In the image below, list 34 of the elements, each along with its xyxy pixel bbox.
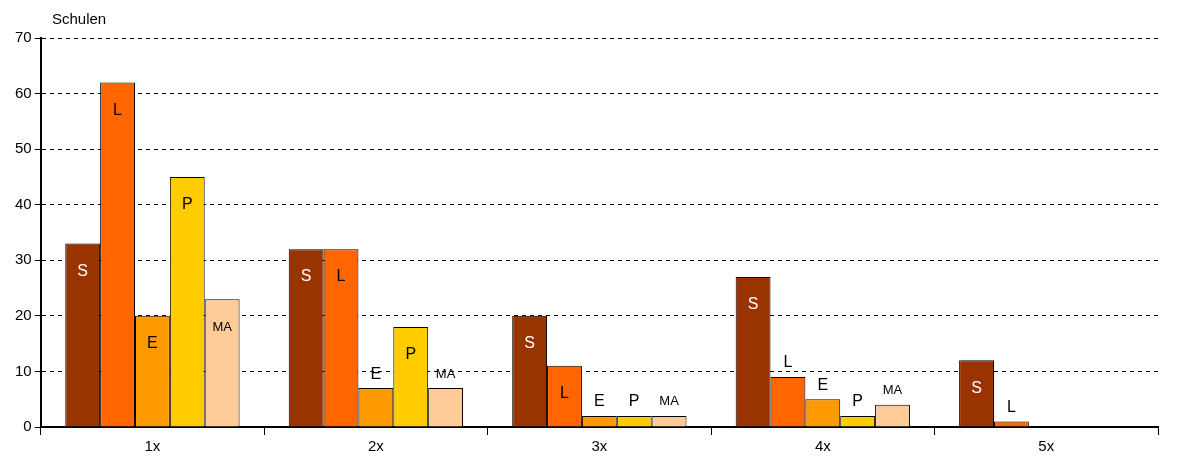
y-tick-label: 10 — [15, 361, 32, 379]
text: P — [852, 392, 863, 410]
text: L — [560, 384, 569, 402]
x-tick-label: 2x — [367, 437, 385, 455]
text: MA — [882, 382, 903, 398]
text: S — [971, 378, 982, 396]
text: S — [77, 261, 89, 279]
series-label: MA — [212, 318, 233, 334]
x-tick-label: 3x — [591, 437, 608, 455]
series-label: S — [524, 334, 535, 352]
y-tick-label: 0 — [23, 417, 32, 435]
x-tick-label: 1x — [144, 437, 161, 455]
text: S — [747, 295, 759, 313]
text: E — [147, 334, 158, 352]
text: P — [181, 195, 193, 213]
text: MA — [659, 393, 679, 409]
x-tick-label: 4x — [814, 437, 832, 455]
text: E — [594, 392, 605, 410]
y-tick-label: 30 — [15, 250, 32, 268]
text: S — [300, 267, 312, 285]
series-label: L — [1006, 397, 1016, 415]
y-tick-label: 60 — [15, 83, 32, 101]
text: L — [113, 100, 123, 118]
text: L — [336, 267, 346, 285]
text: P — [405, 345, 417, 363]
y-axis-title: Schulen — [52, 9, 107, 27]
series-label: E — [817, 375, 829, 393]
series-label: P — [628, 392, 640, 410]
y-tick-label: 70 — [15, 28, 32, 46]
y-tick-label: 20 — [15, 306, 32, 323]
y-tick-label: 50 — [15, 139, 32, 157]
x-tick-label: 5x — [1038, 437, 1055, 455]
y-tick-label: 40 — [15, 194, 32, 212]
text: L — [783, 353, 793, 371]
